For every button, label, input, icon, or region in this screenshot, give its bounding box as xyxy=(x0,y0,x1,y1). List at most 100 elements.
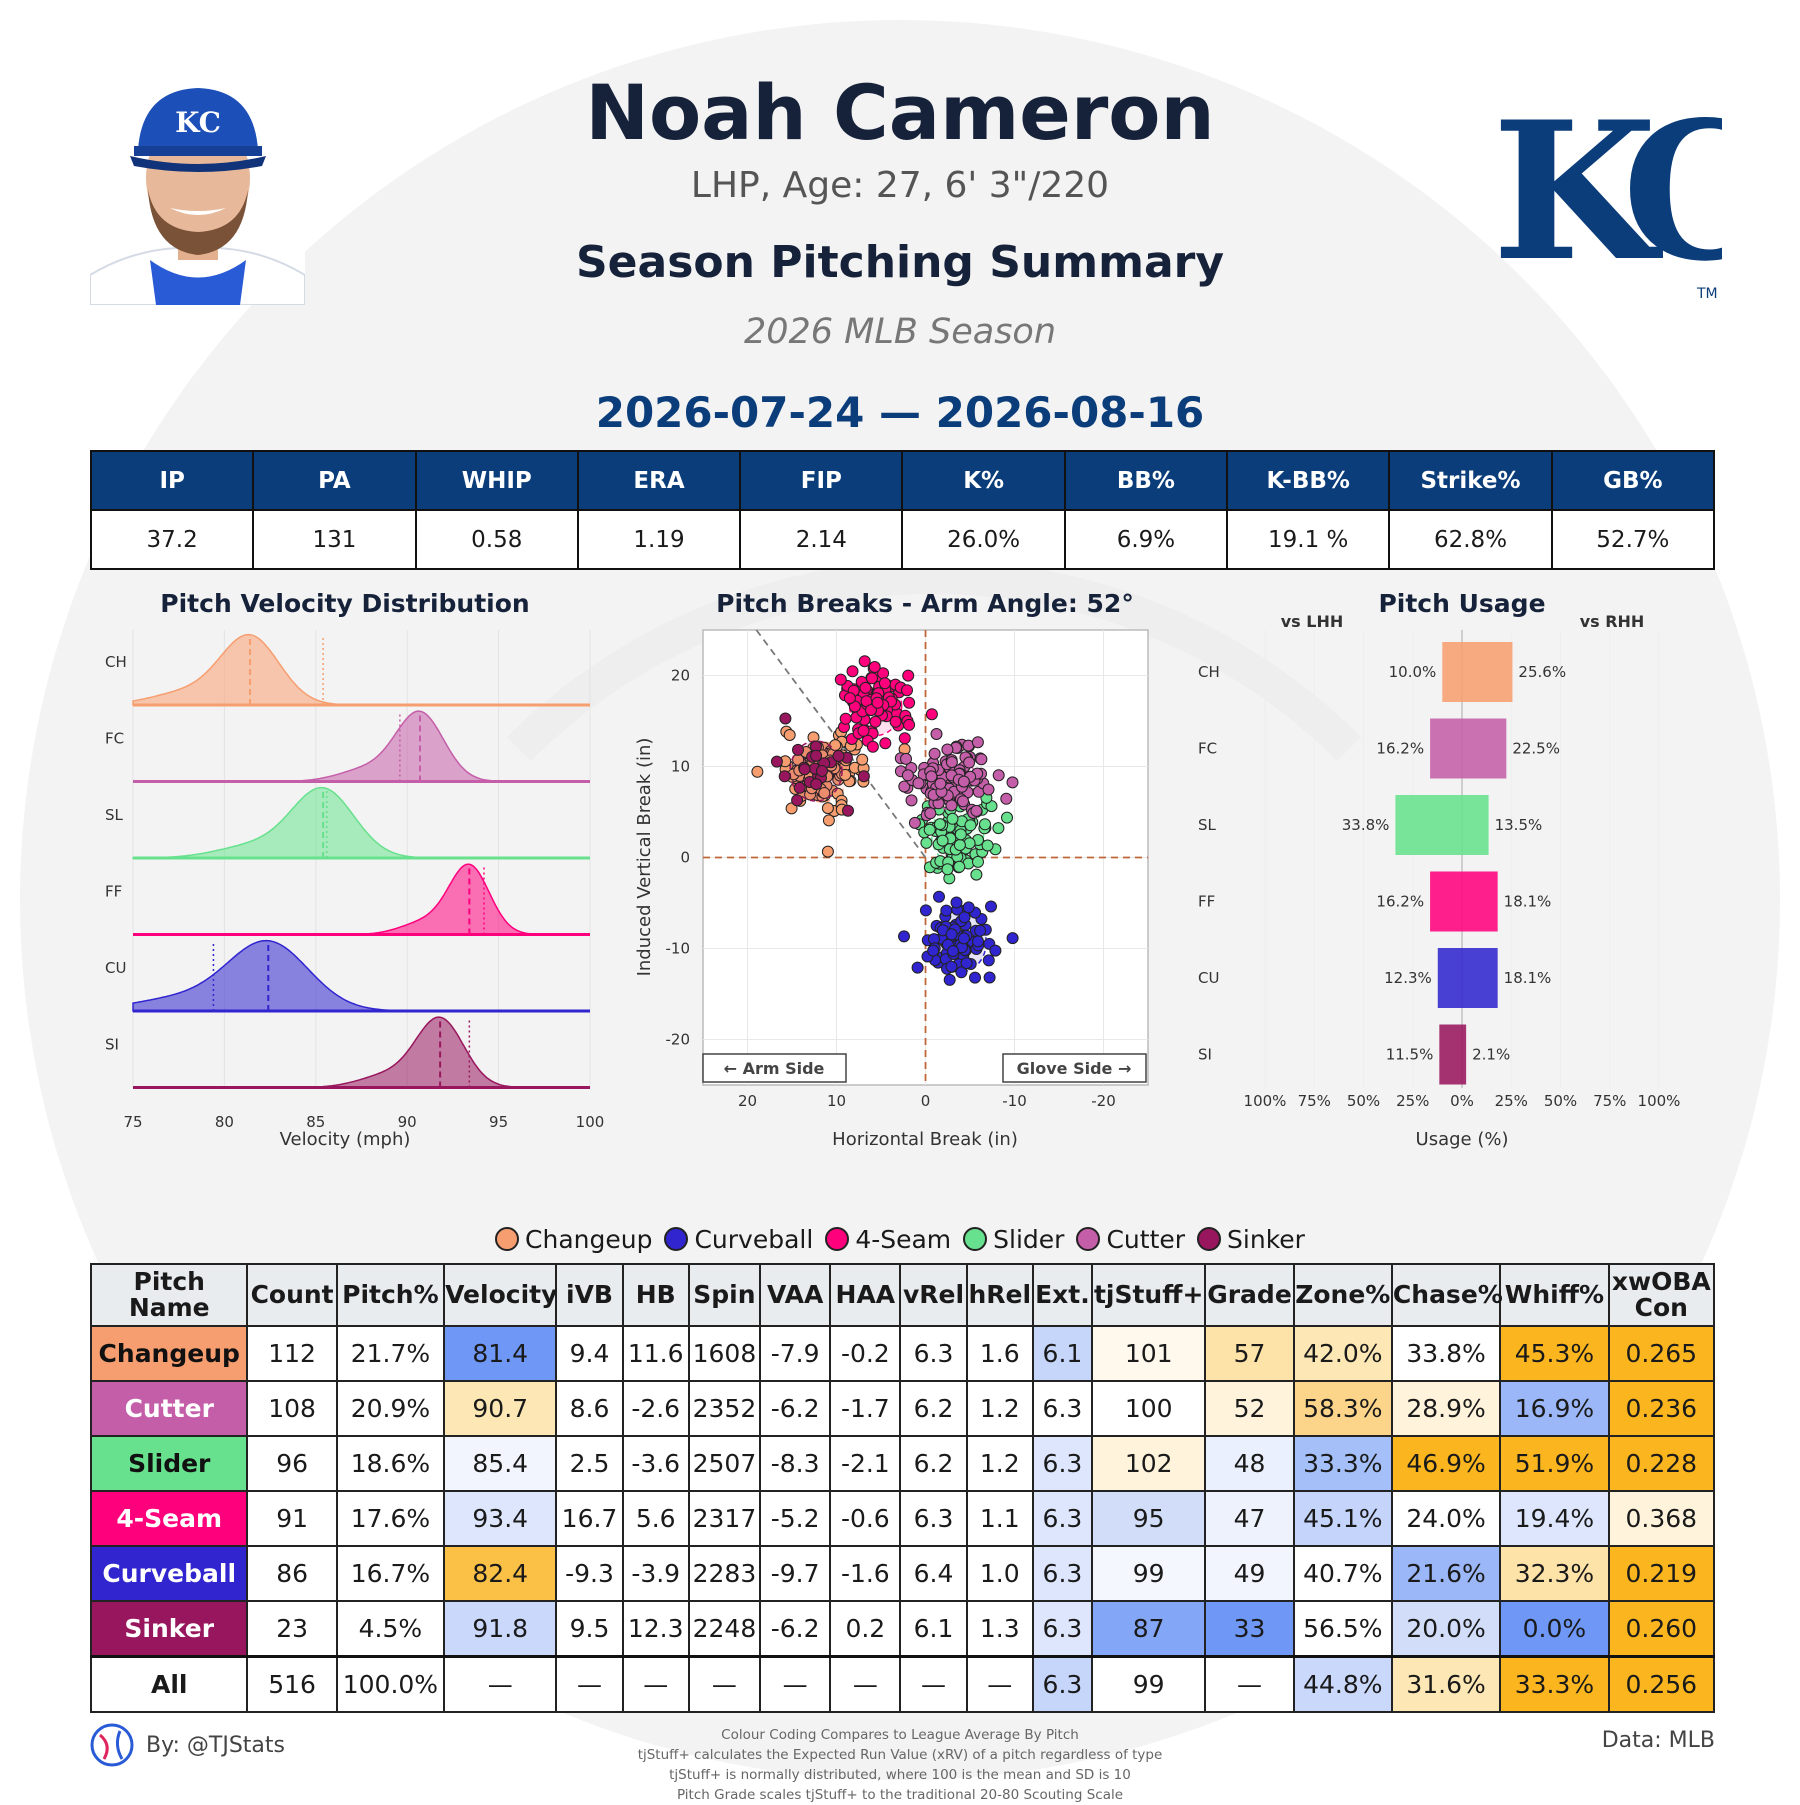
footer-note: tjStuff+ calculates the Expected Run Val… xyxy=(637,1747,1163,1763)
pitch-metric-cell: 23 xyxy=(246,1600,338,1658)
pitch-metric-cell: 31.6% xyxy=(1390,1655,1502,1713)
pitch-metric-cell: 99 xyxy=(1091,1655,1207,1713)
pitch-metric-cell: 33.3% xyxy=(1499,1655,1610,1713)
stat-header: WHIP xyxy=(414,450,579,511)
team-logo-text: KC xyxy=(1492,88,1722,303)
pitch-metric-cell: 6.3 xyxy=(1031,1655,1094,1713)
pitch-metric-cell: 91 xyxy=(246,1490,338,1547)
legend-marker xyxy=(825,1227,850,1251)
legend-label: 4-Seam xyxy=(855,1225,952,1254)
legend-item: 4-Seam xyxy=(825,1225,951,1254)
pitch-metric-cell: 1.0 xyxy=(965,1545,1034,1602)
stat-value: 131 xyxy=(252,509,417,570)
pitch-metric-cell: -1.6 xyxy=(829,1545,902,1602)
pitch-metric-cell: — xyxy=(621,1655,690,1713)
stat-value: 26.0% xyxy=(901,509,1066,570)
pitch-metric-cell: -2.1 xyxy=(829,1435,902,1492)
pitch-metric-cell: 24.0% xyxy=(1390,1490,1502,1547)
pitch-metric-cell: 2507 xyxy=(687,1435,762,1492)
legend-item: Curveball xyxy=(664,1225,813,1254)
pitch-table-header-cell: HB xyxy=(621,1263,690,1327)
pitch-metric-cell: — xyxy=(829,1655,902,1713)
pitch-metric-cell: 6.3 xyxy=(899,1490,968,1547)
stat-header: Strike% xyxy=(1388,450,1553,511)
stat-header: K-BB% xyxy=(1226,450,1391,511)
legend-label: Slider xyxy=(993,1225,1065,1254)
pitch-metric-cell: 0.260 xyxy=(1607,1600,1716,1658)
pitch-name-cell: Cutter xyxy=(89,1380,249,1437)
pitch-metric-cell: 21.7% xyxy=(335,1325,446,1382)
pitch-metric-cell: 16.7 xyxy=(555,1490,624,1547)
pitch-table-header-cell: Chase% xyxy=(1390,1263,1503,1327)
pitch-metric-cell: -6.2 xyxy=(759,1600,832,1658)
pitch-name-cell: Slider xyxy=(89,1435,249,1492)
pitch-metric-cell: 0.228 xyxy=(1607,1435,1716,1492)
pitch-table-header: Pitch Name Count Pitch% Velocity iVB HB Spin VA… xyxy=(89,1263,1716,1327)
pitch-metric-cell: 100.0% xyxy=(335,1655,446,1713)
pitch-metric-cell: 48 xyxy=(1204,1435,1295,1492)
pitch-table-header-cell: Pitch Name xyxy=(89,1263,249,1327)
pitch-metric-cell: 9.4 xyxy=(555,1325,624,1382)
pitch-metric-cell: 81.4 xyxy=(443,1325,558,1382)
pitch-metric-cell: 11.6 xyxy=(621,1325,690,1382)
legend-marker xyxy=(664,1227,689,1251)
pitch-table-header-cell: vRel xyxy=(899,1263,968,1327)
pitch-metric-cell: 45.1% xyxy=(1292,1490,1393,1547)
pitch-metric-cell: 516 xyxy=(246,1655,338,1713)
legend-item: Cutter xyxy=(1076,1225,1185,1254)
pitch-metric-cell: 46.9% xyxy=(1390,1435,1502,1492)
pitch-metric-cell: 86 xyxy=(246,1545,338,1602)
pitch-metric-cell: -9.7 xyxy=(759,1545,832,1602)
stat-value: 37.2 xyxy=(89,509,255,570)
season-label: 2026 MLB Season xyxy=(743,312,1057,352)
pitch-metric-cell: 102 xyxy=(1091,1435,1207,1492)
pitch-metric-cell: 45.3% xyxy=(1499,1325,1610,1382)
pitch-metric-cell: — xyxy=(1204,1655,1295,1713)
team-logo: KC TM xyxy=(1492,88,1722,303)
pitch-table-row: Slider 96 18.6% 85.4 2.5 -3.6 2507 -8.3 -2.1 6.2 1… xyxy=(89,1435,1716,1492)
legend-label: Changeup xyxy=(525,1225,653,1254)
pitch-metric-cell: 91.8 xyxy=(443,1600,558,1658)
stat-header: IP xyxy=(89,450,255,511)
pitch-table-header-cell: Ext. xyxy=(1031,1263,1094,1327)
pitch-table-header-cell: Zone% xyxy=(1292,1263,1393,1327)
pitch-metric-cell: 6.3 xyxy=(1031,1380,1094,1437)
pitch-metric-cell: — xyxy=(759,1655,832,1713)
pitch-metric-cell: — xyxy=(687,1655,762,1713)
pitch-metric-cell: 0.256 xyxy=(1607,1655,1716,1713)
footer-note: Pitch Grade scales tjStuff+ to the tradi… xyxy=(676,1787,1124,1803)
pitch-table-header-cell: hRel xyxy=(965,1263,1034,1327)
pitch-metric-cell: 40.7% xyxy=(1292,1545,1393,1602)
stat-value: 1.19 xyxy=(576,509,742,570)
credit-text: By: @TJStats xyxy=(146,1732,286,1758)
pitch-metric-cell: -5.2 xyxy=(759,1490,832,1547)
pitch-metric-cell: 51.9% xyxy=(1499,1435,1610,1492)
pitch-table-header-cell: HAA xyxy=(829,1263,902,1327)
stat-header: FIP xyxy=(739,450,904,511)
pitch-metric-cell: -0.6 xyxy=(829,1490,902,1547)
pitch-metric-cell: 0.236 xyxy=(1607,1380,1716,1437)
player-headshot: KC xyxy=(90,80,305,305)
pitch-table-header-cell: xwOBA Con xyxy=(1607,1263,1716,1327)
pitch-metric-cell: -7.9 xyxy=(759,1325,832,1382)
pitch-table-row: Sinker 23 4.5% 91.8 9.5 12.3 2248 -6.2 0.2 6.1 1.3… xyxy=(89,1600,1716,1658)
pitch-metric-cell: 0.368 xyxy=(1607,1490,1716,1547)
legend-marker xyxy=(495,1227,520,1251)
pitch-metric-cell: 9.5 xyxy=(555,1600,624,1658)
tjstats-logo-icon xyxy=(90,1723,134,1767)
pitch-metric-cell: 6.3 xyxy=(1031,1545,1094,1602)
pitch-name-cell: Sinker xyxy=(89,1600,249,1658)
pitch-metric-cell: 47 xyxy=(1204,1490,1295,1547)
pitch-table-header-cell: VAA xyxy=(759,1263,832,1327)
stat-value: 6.9% xyxy=(1063,509,1229,570)
pitch-metric-cell: -1.7 xyxy=(829,1380,902,1437)
pitch-table-row: Cutter 108 20.9% 90.7 8.6 -2.6 2352 -6.2 -1.7 6.2… xyxy=(89,1380,1716,1437)
pitch-metric-cell: 2248 xyxy=(687,1600,762,1658)
pitch-table-header-cell: Pitch% xyxy=(335,1263,446,1327)
footer-credit: By: @TJStats xyxy=(90,1723,285,1767)
stat-value: 2.14 xyxy=(739,509,904,570)
pitch-table-header-cell: Grade xyxy=(1204,1263,1295,1327)
pitch-name-cell: 4-Seam xyxy=(89,1490,249,1547)
pitch-table-row: All 516 100.0% — — — — — — — —6.3 99—44.8% 31.6% 33.3… xyxy=(89,1655,1716,1713)
pitch-metric-cell: 6.1 xyxy=(1031,1325,1094,1382)
